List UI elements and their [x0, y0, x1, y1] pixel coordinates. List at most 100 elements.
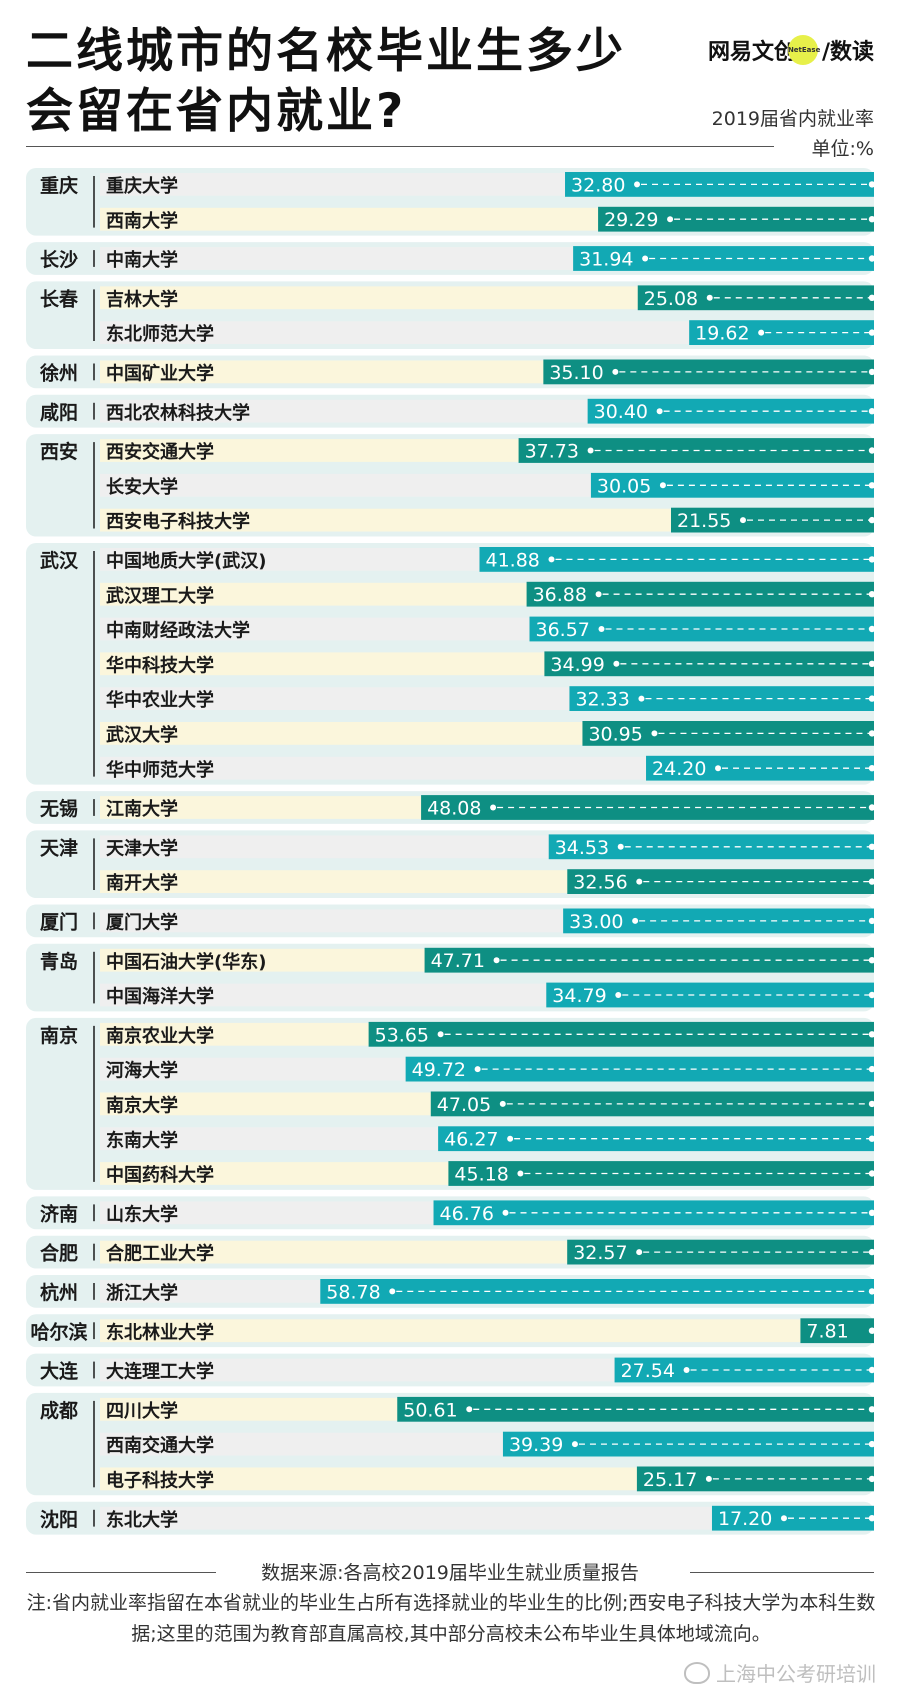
school-label: 吉林大学: [106, 288, 178, 310]
bar-end-dot: [868, 695, 876, 702]
bar-guide-dot: [656, 408, 663, 415]
school-label: 河海大学: [106, 1060, 178, 1082]
city-label: 成都: [40, 1399, 78, 1422]
row-stripe: [100, 1506, 874, 1530]
bar-guide-dot: [780, 1515, 787, 1522]
value-label: 45.18: [454, 1164, 508, 1186]
bar-end-dot: [868, 294, 876, 301]
value-label: 34.99: [550, 654, 604, 676]
row-stripe: [100, 321, 874, 344]
school-label: 东北大学: [106, 1509, 178, 1531]
bar-guide-dot: [437, 1031, 444, 1038]
bar-guide-dot: [683, 1367, 690, 1373]
bar: [598, 206, 874, 232]
value-label: 32.80: [571, 174, 625, 196]
school-label: 中国矿业大学: [106, 363, 214, 385]
bar-guide-dot: [613, 660, 620, 667]
school-label: 华中师范大学: [106, 759, 214, 781]
bar-end-dot: [868, 1248, 876, 1256]
bar-guide-dot: [612, 368, 619, 375]
school-label: 合肥工业大学: [106, 1243, 214, 1265]
value-label: 37.73: [525, 441, 579, 463]
city-label: 合肥: [40, 1242, 78, 1265]
bar-end-dot: [868, 1288, 876, 1295]
school-label: 武汉理工大学: [106, 585, 214, 607]
chart-subtitle: 2019届省内就业率: [711, 108, 874, 130]
bar-end-dot: [868, 730, 876, 737]
value-label: 30.05: [597, 475, 651, 497]
value-label: 41.88: [485, 549, 539, 571]
bar-end-dot: [868, 447, 876, 454]
city-label: 长春: [40, 287, 78, 310]
bar-guide-dot: [466, 1406, 473, 1413]
value-label: 30.95: [588, 723, 642, 745]
school-label: 西南大学: [106, 210, 178, 232]
value-label: 25.17: [643, 1469, 697, 1491]
bar-end-dot: [868, 1406, 876, 1413]
school-label: 重庆大学: [106, 175, 178, 197]
brand-left: 网易文创: [707, 40, 796, 65]
page-title: 二线城市的名校毕业生多少 会留在省内就业?: [26, 22, 626, 142]
chart-unit: 单位:%: [811, 138, 874, 160]
value-label: 46.76: [440, 1203, 494, 1225]
header-divider: [26, 146, 774, 147]
bar-guide-dot: [598, 626, 605, 632]
bar-guide-dot: [490, 804, 497, 811]
bar-end-dot: [868, 1515, 876, 1522]
watermark: 上海中公考研培训: [684, 1658, 876, 1687]
value-label: 48.08: [427, 798, 481, 820]
value-label: 29.29: [604, 209, 658, 231]
brand-logo: 网易文创 NetEase /数读: [708, 34, 874, 66]
school-label: 武汉大学: [106, 724, 178, 746]
bar-guide-dot: [517, 1170, 524, 1177]
school-label: 长安大学: [106, 476, 178, 498]
school-label: 中国石油大学(华东): [106, 951, 266, 973]
value-label: 7.81: [806, 1321, 848, 1343]
brand-dot-icon: NetEase: [787, 35, 820, 65]
footer-divider-right: [690, 1572, 874, 1573]
school-label: 西南交通大学: [106, 1435, 214, 1457]
bar-end-dot: [868, 878, 876, 885]
school-label: 东北林业大学: [106, 1321, 214, 1343]
value-label: 39.39: [509, 1434, 563, 1456]
bar-end-dot: [868, 368, 876, 376]
bar: [573, 246, 874, 271]
bar-guide-dot: [617, 843, 624, 850]
value-label: 34.53: [555, 837, 609, 859]
bar-guide-dot: [642, 255, 649, 262]
bar-guide-dot: [507, 1135, 514, 1142]
school-label: 中国地质大学(武汉): [106, 550, 266, 572]
city-label: 重庆: [40, 174, 78, 197]
value-label: 47.05: [437, 1094, 491, 1116]
bar-end-dot: [868, 181, 876, 188]
value-label: 36.88: [533, 584, 587, 606]
value-label: 53.65: [375, 1024, 429, 1046]
value-label: 33.00: [569, 911, 623, 933]
value-label: 49.72: [412, 1059, 466, 1081]
bar-end-dot: [868, 516, 876, 524]
bar-end-dot: [868, 804, 876, 811]
city-label: 杭州: [40, 1281, 78, 1304]
bar-guide-dot: [636, 878, 643, 885]
bar-guide-dot: [499, 1100, 506, 1107]
bar-end-dot: [868, 1366, 876, 1374]
city-label: 天津: [40, 836, 78, 859]
bar-guide-dot: [659, 482, 666, 489]
value-label: 32.57: [573, 1242, 627, 1264]
bar-guide-dot: [715, 765, 722, 772]
school-label: 山东大学: [106, 1203, 178, 1225]
data-source: 数据来源:各高校2019届毕业生就业质量报告: [261, 1562, 639, 1584]
school-label: 四川大学: [106, 1400, 178, 1422]
bar-end-dot: [868, 591, 876, 598]
bar-end-dot: [868, 917, 876, 925]
bar-end-dot: [868, 1135, 876, 1142]
value-label: 21.55: [677, 510, 731, 532]
bar-end-dot: [868, 1170, 876, 1177]
city-label: 长沙: [40, 249, 78, 271]
school-label: 西安交通大学: [106, 441, 214, 463]
city-label: 咸阳: [40, 401, 78, 424]
school-label: 华中农业大学: [106, 689, 214, 711]
footnote: 注:省内就业率指留在本省就业的毕业生占所有选择就业的毕业生的比例;西安电子科技大…: [26, 1592, 876, 1645]
bar-end-dot: [868, 660, 876, 667]
